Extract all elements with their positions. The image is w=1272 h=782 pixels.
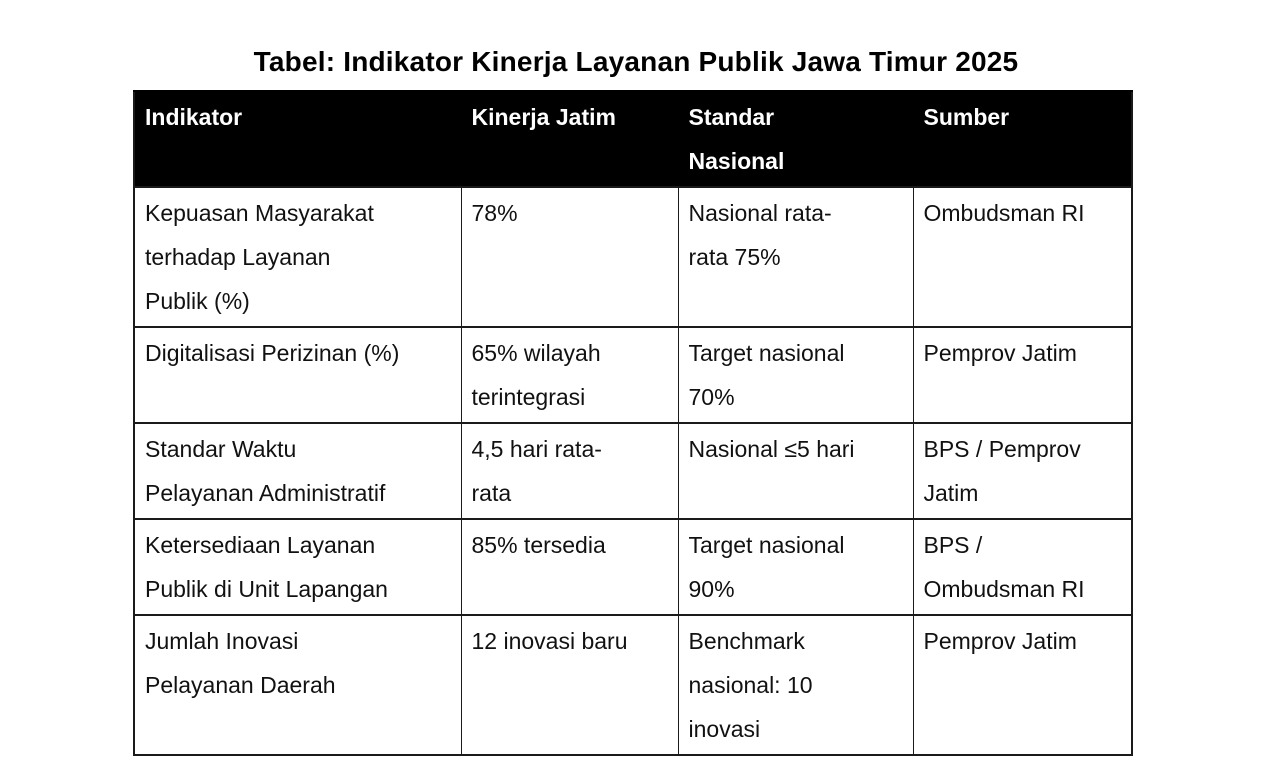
cell-indikator: Jumlah Inovasi Pelayanan Daerah: [133, 614, 462, 756]
cell-sumber: BPS / Ombudsman RI: [912, 518, 1133, 616]
indicator-table: Indikator Kinerja Jatim Standar Nasional…: [133, 90, 1133, 756]
cell-kinerja: 12 inovasi baru: [460, 614, 679, 756]
cell-sumber: Pemprov Jatim: [912, 614, 1133, 756]
column-header-standar-nasional: Standar Nasional: [677, 90, 914, 188]
column-header-kinerja-jatim: Kinerja Jatim: [460, 90, 679, 188]
cell-indikator: Kepuasan Masyarakat terhadap Layanan Pub…: [133, 186, 462, 328]
table-header-row: Indikator Kinerja Jatim Standar Nasional…: [133, 90, 1133, 188]
table-row: Digitalisasi Perizinan (%) 65% wilayah t…: [133, 326, 1133, 424]
cell-kinerja: 78%: [460, 186, 679, 328]
cell-standar: Target nasional 70%: [677, 326, 914, 424]
cell-kinerja: 4,5 hari rata- rata: [460, 422, 679, 520]
cell-sumber: Pemprov Jatim: [912, 326, 1133, 424]
table-row: Standar Waktu Pelayanan Administratif 4,…: [133, 422, 1133, 520]
table-row: Kepuasan Masyarakat terhadap Layanan Pub…: [133, 186, 1133, 328]
cell-indikator: Standar Waktu Pelayanan Administratif: [133, 422, 462, 520]
table-row: Ketersediaan Layanan Publik di Unit Lapa…: [133, 518, 1133, 616]
column-header-indikator: Indikator: [133, 90, 462, 188]
cell-standar: Nasional ≤5 hari: [677, 422, 914, 520]
cell-standar: Target nasional 90%: [677, 518, 914, 616]
cell-kinerja: 85% tersedia: [460, 518, 679, 616]
cell-standar: Nasional rata- rata 75%: [677, 186, 914, 328]
cell-indikator: Digitalisasi Perizinan (%): [133, 326, 462, 424]
cell-sumber: Ombudsman RI: [912, 186, 1133, 328]
cell-standar: Benchmark nasional: 10 inovasi: [677, 614, 914, 756]
table-row: Jumlah Inovasi Pelayanan Daerah 12 inova…: [133, 614, 1133, 756]
table-title: Tabel: Indikator Kinerja Layanan Publik …: [253, 46, 1019, 77]
cell-indikator: Ketersediaan Layanan Publik di Unit Lapa…: [133, 518, 462, 616]
cell-kinerja: 65% wilayah terintegrasi: [460, 326, 679, 424]
cell-sumber: BPS / Pemprov Jatim: [912, 422, 1133, 520]
column-header-sumber: Sumber: [912, 90, 1133, 188]
